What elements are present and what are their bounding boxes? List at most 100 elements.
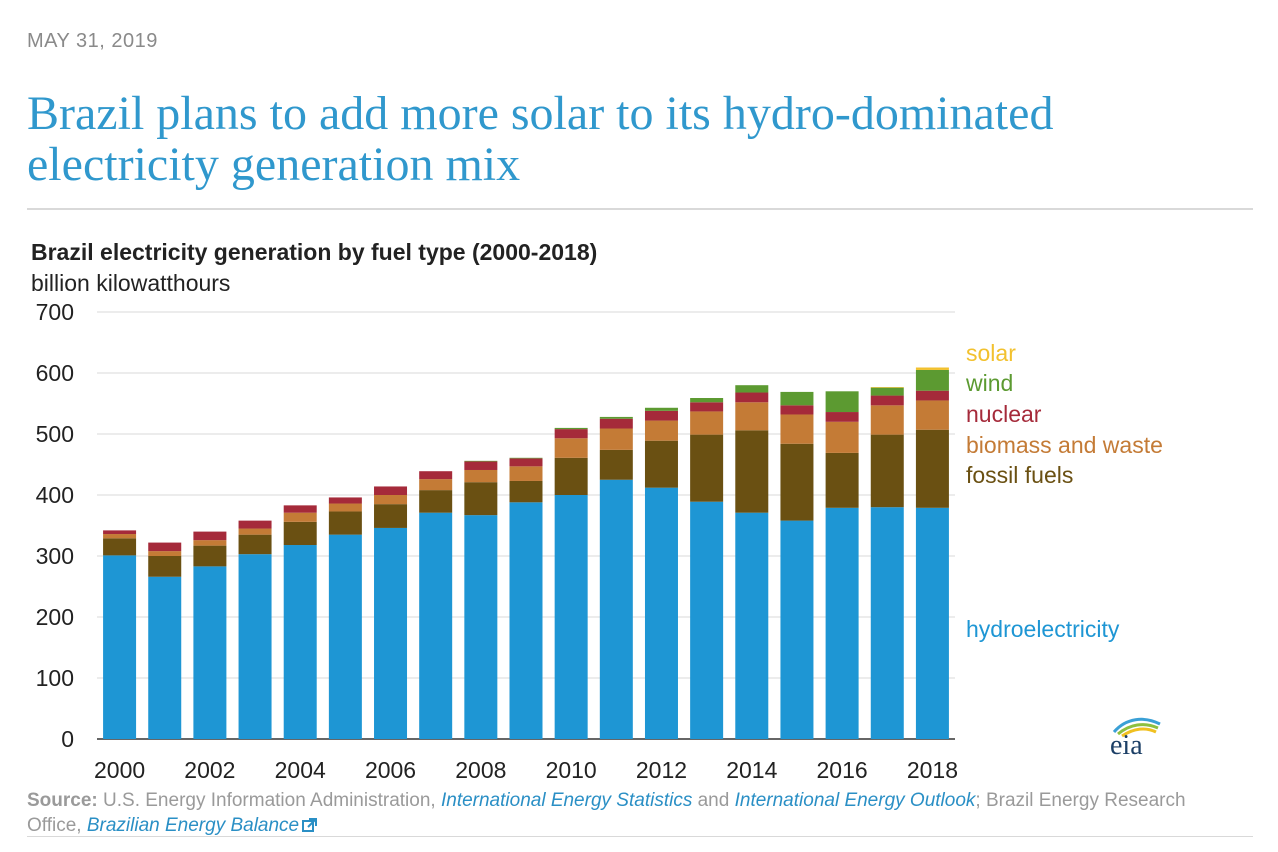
- x-tick-label: 2008: [455, 757, 506, 783]
- bar-segment-biomass-and-waste: [509, 466, 543, 481]
- bar-segment-hydroelectricity: [103, 555, 137, 739]
- bar-segment-biomass-and-waste: [193, 540, 227, 546]
- bar-segment-nuclear: [103, 530, 137, 535]
- external-link-icon[interactable]: [302, 818, 318, 833]
- bar-segment-biomass-and-waste: [870, 405, 904, 435]
- bar-segment-biomass-and-waste: [554, 438, 588, 458]
- bar-segment-wind: [780, 391, 814, 406]
- link-international-energy-statistics[interactable]: International Energy Statistics: [440, 790, 693, 811]
- bar-segment-hydroelectricity: [644, 487, 678, 739]
- legend-label-biomass-and-waste: biomass and waste: [966, 432, 1163, 458]
- y-tick-label: 0: [61, 726, 74, 752]
- article-headline: Brazil plans to add more solar to its hy…: [27, 87, 1054, 191]
- bar-segment-wind: [599, 416, 633, 419]
- bar-segment-hydroelectricity: [825, 507, 859, 739]
- x-tick-label: 2004: [275, 757, 326, 783]
- bar-segment-hydroelectricity: [554, 495, 588, 739]
- source-note: Source: U.S. Energy Information Administ…: [27, 788, 1227, 838]
- legend-label-wind: wind: [965, 370, 1013, 396]
- y-tick-label: 300: [36, 543, 74, 569]
- bar-segment-hydroelectricity: [374, 527, 408, 739]
- bar-segment-wind: [870, 387, 904, 396]
- bar-segment-fossil-fuels: [509, 480, 543, 503]
- bar-segment-nuclear: [328, 497, 362, 504]
- bar-segment-solar: [870, 387, 904, 388]
- bar-segment-hydroelectricity: [690, 501, 724, 739]
- x-tick-label: 2012: [636, 757, 687, 783]
- bar-segment-fossil-fuels: [554, 457, 588, 495]
- legend-label-hydroelectricity: hydroelectricity: [966, 616, 1120, 642]
- bar-segment-nuclear: [283, 505, 317, 513]
- bar-segment-wind: [690, 398, 724, 403]
- bar-segment-fossil-fuels: [825, 452, 859, 508]
- bar-segment-nuclear: [644, 410, 678, 421]
- bar-segment-nuclear: [870, 395, 904, 406]
- bar-segment-fossil-fuels: [328, 511, 362, 535]
- bar-segment-wind: [644, 407, 678, 411]
- link-brazilian-energy-balance[interactable]: Brazilian Energy Balance: [86, 815, 300, 836]
- bar-segment-fossil-fuels: [599, 449, 633, 480]
- eia-logo-text: eia: [1110, 730, 1143, 758]
- bar-segment-fossil-fuels: [870, 434, 904, 508]
- bar-segment-fossil-fuels: [735, 430, 769, 513]
- bar-segment-biomass-and-waste: [464, 469, 498, 483]
- bar-segment-fossil-fuels: [148, 556, 182, 577]
- bar-segment-biomass-and-waste: [238, 528, 272, 535]
- bar-segment-biomass-and-waste: [148, 551, 182, 556]
- bar-segment-wind: [915, 369, 949, 391]
- legend-label-fossil-fuels: fossil fuels: [966, 462, 1073, 488]
- bar-segment-fossil-fuels: [464, 482, 498, 516]
- bar-segment-hydroelectricity: [780, 520, 814, 739]
- bar-segment-biomass-and-waste: [915, 400, 949, 430]
- bar-segment-wind: [464, 460, 498, 462]
- bar-segment-fossil-fuels: [283, 521, 317, 546]
- x-tick-label: 2002: [184, 757, 235, 783]
- y-tick-label: 100: [36, 665, 74, 691]
- legend-label-solar: solar: [966, 340, 1016, 366]
- link-international-energy-outlook[interactable]: International Energy Outlook: [734, 790, 976, 811]
- x-tick-label: 2010: [546, 757, 597, 783]
- bar-segment-biomass-and-waste: [283, 512, 317, 522]
- x-tick-label: 2014: [726, 757, 777, 783]
- bar-segment-fossil-fuels: [103, 538, 137, 556]
- bar-segment-biomass-and-waste: [328, 503, 362, 512]
- bar-segment-hydroelectricity: [238, 554, 272, 739]
- bar-segment-hydroelectricity: [419, 512, 453, 739]
- y-axis-unit-label: billion kilowatthours: [31, 270, 231, 296]
- bar-segment-biomass-and-waste: [825, 421, 859, 453]
- bar-segment-fossil-fuels: [915, 429, 949, 508]
- bar-segment-hydroelectricity: [283, 545, 317, 739]
- bar-segment-wind: [554, 427, 588, 430]
- article-date: MAY 31, 2019: [27, 30, 158, 52]
- chart-title: Brazil electricity generation by fuel ty…: [31, 239, 598, 265]
- bar-segment-wind: [509, 457, 543, 459]
- bar-segment-nuclear: [780, 405, 814, 415]
- bar-segment-hydroelectricity: [328, 534, 362, 739]
- source-label: Source:: [27, 790, 98, 811]
- bar-segment-nuclear: [554, 429, 588, 439]
- bar-segment-hydroelectricity: [915, 507, 949, 739]
- y-tick-label: 700: [36, 299, 74, 325]
- x-tick-label: 2016: [817, 757, 868, 783]
- bar-segment-biomass-and-waste: [644, 420, 678, 441]
- bar-segment-hydroelectricity: [148, 576, 182, 739]
- bar-segment-fossil-fuels: [780, 443, 814, 521]
- bar-segment-biomass-and-waste: [599, 428, 633, 450]
- y-tick-label: 200: [36, 604, 74, 630]
- legend-label-nuclear: nuclear: [966, 401, 1042, 427]
- x-tick-label: 2006: [365, 757, 416, 783]
- bar-segment-biomass-and-waste: [419, 479, 453, 491]
- bar-segment-hydroelectricity: [509, 502, 543, 739]
- bar-segment-hydroelectricity: [193, 566, 227, 739]
- bar-segment-biomass-and-waste: [374, 495, 408, 505]
- bar-segment-fossil-fuels: [238, 534, 272, 555]
- bar-segment-nuclear: [735, 392, 769, 403]
- bar-segment-hydroelectricity: [735, 512, 769, 739]
- bar-segment-solar: [915, 367, 949, 370]
- bar-segment-fossil-fuels: [374, 504, 408, 528]
- bar-segment-biomass-and-waste: [103, 534, 137, 539]
- eia-logo-icon: eia: [1110, 717, 1161, 758]
- bar-segment-wind: [825, 391, 859, 413]
- bar-segment-fossil-fuels: [690, 434, 724, 502]
